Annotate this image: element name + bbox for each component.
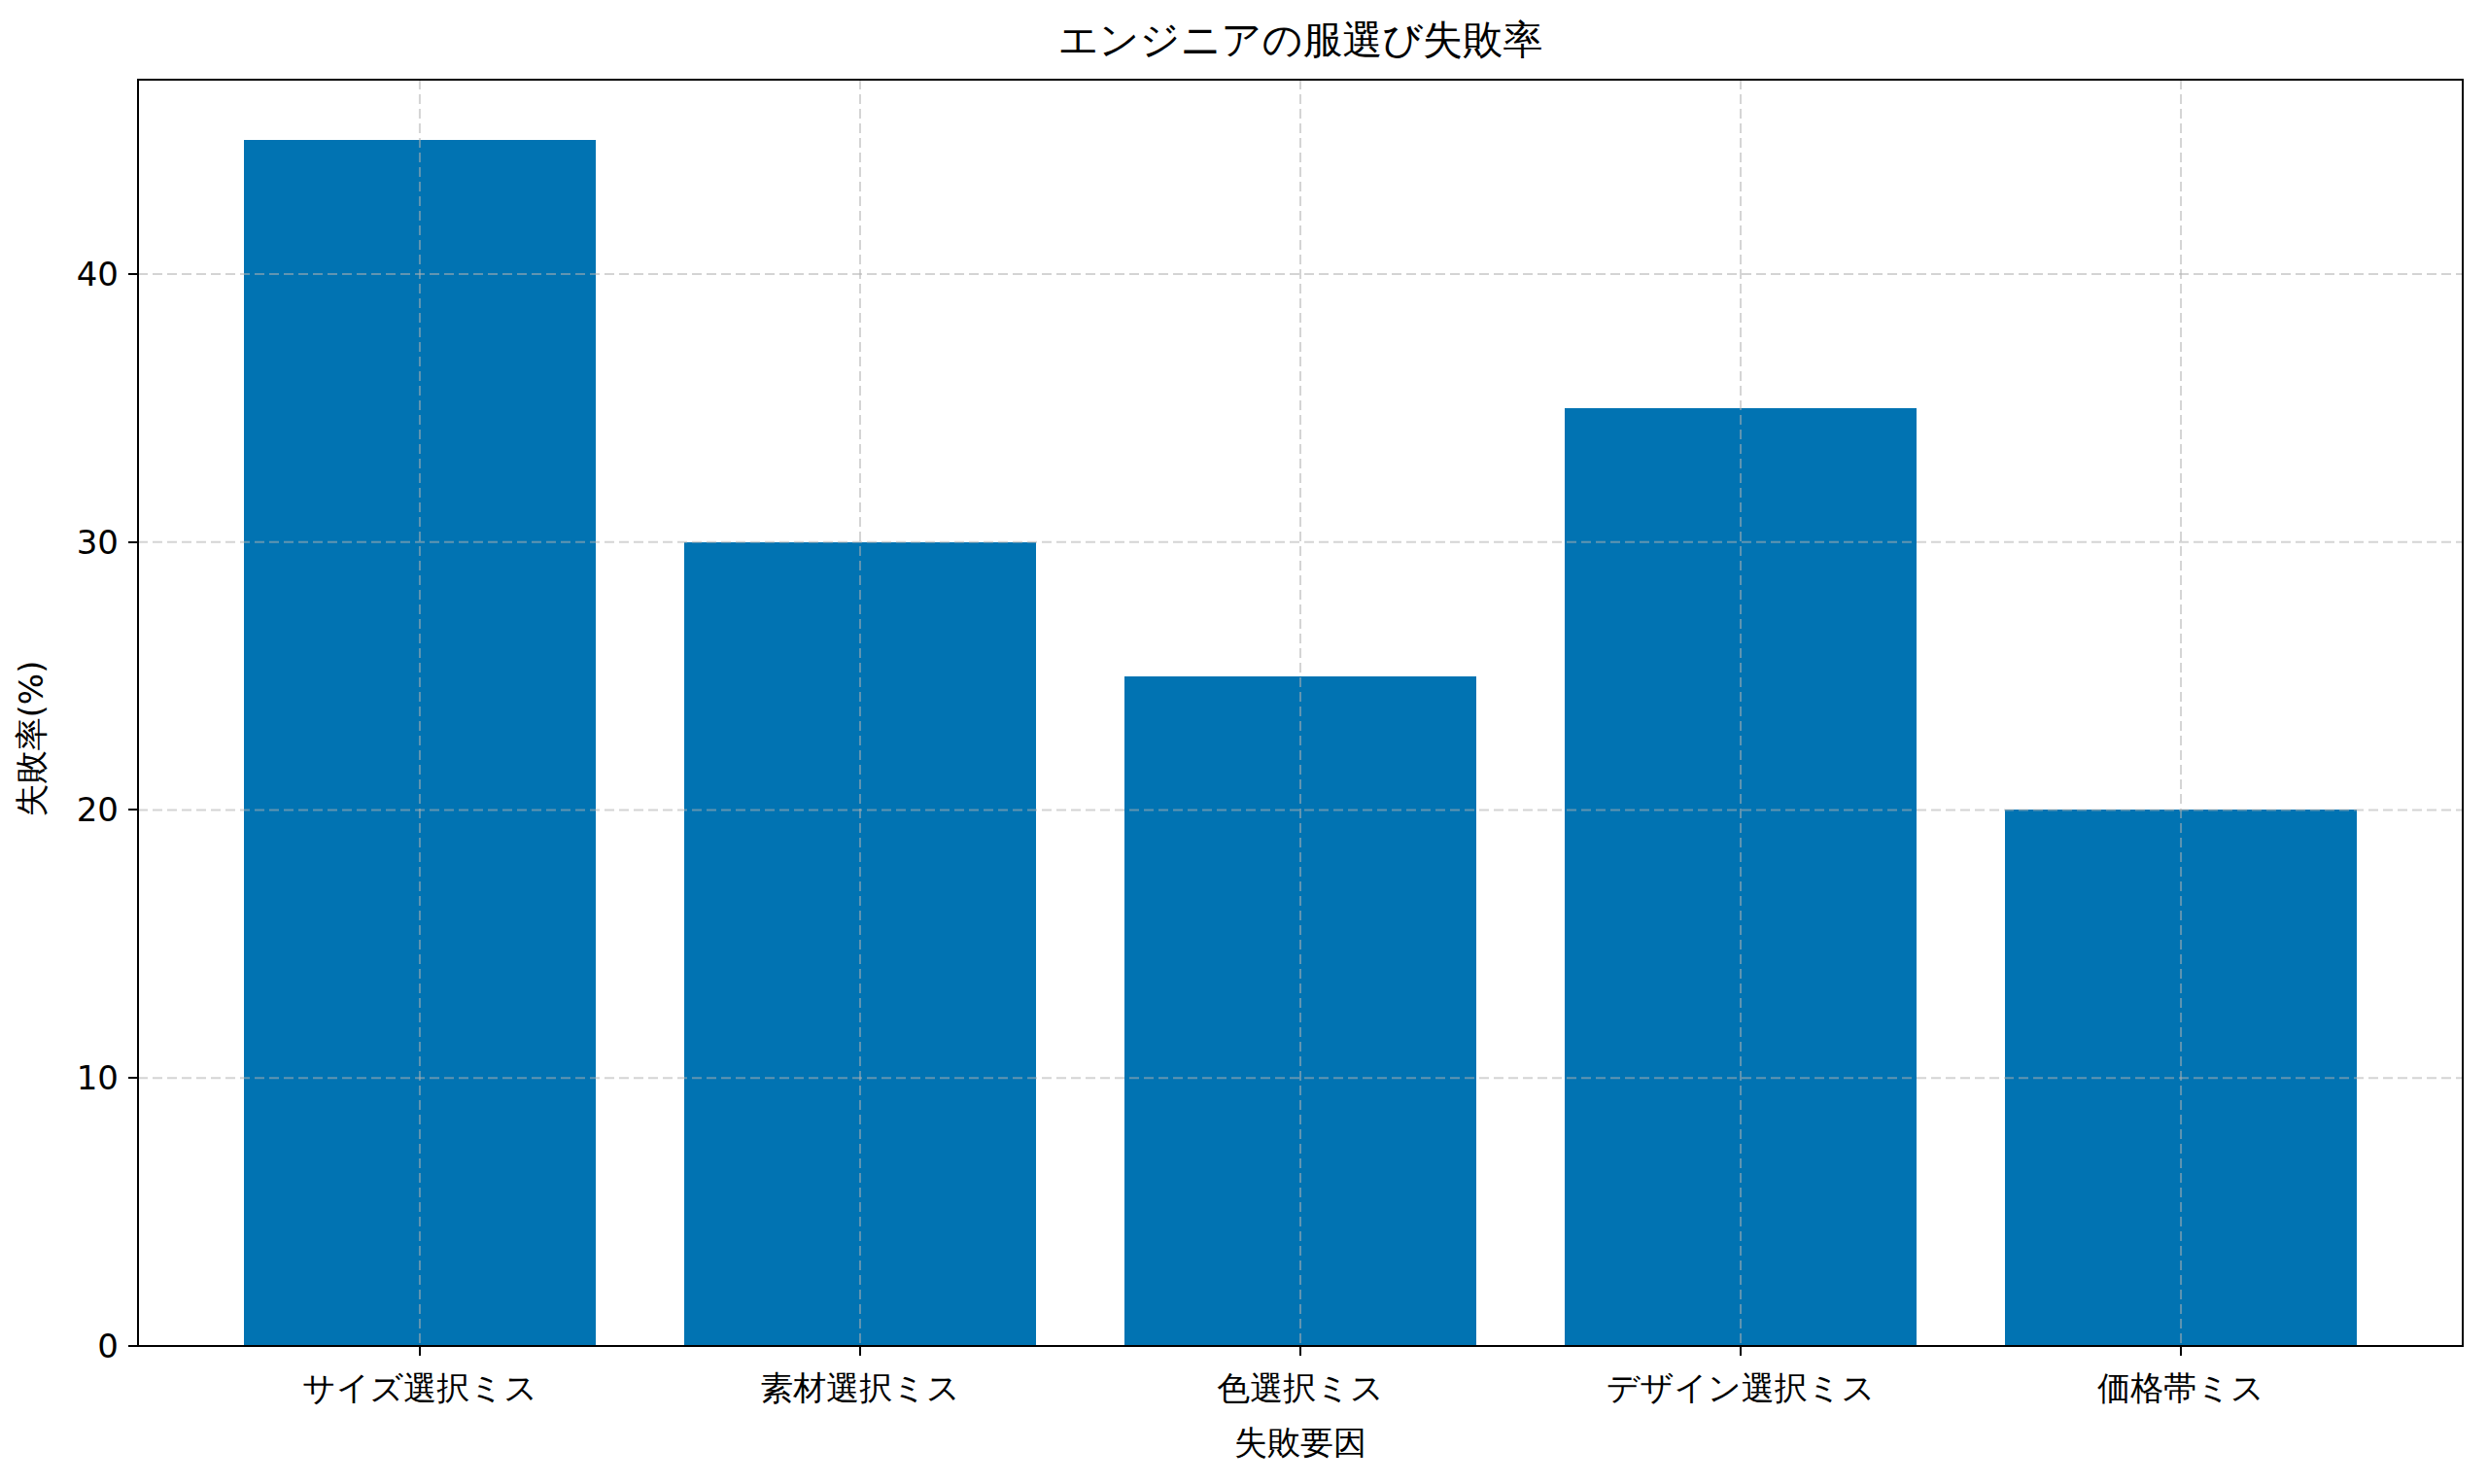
- x-tick-label: 色選択ミス: [1217, 1368, 1384, 1407]
- y-tick-label: 20: [77, 790, 119, 829]
- y-tick-label: 0: [97, 1327, 119, 1365]
- y-tick-label: 40: [77, 255, 119, 293]
- x-tick-label: デザイン選択ミス: [1607, 1368, 1876, 1407]
- y-tick-label: 10: [77, 1058, 119, 1097]
- chart-canvas: 0 10 20 30 40 サイズ選択ミス 素材選択ミス 色選択ミス デザイン選択ミス 価格帯ミス: [0, 0, 2488, 1484]
- chart-title: エンジニアの服選び失敗率: [138, 14, 2463, 67]
- bar-chart-figure: 0 10 20 30 40 サイズ選択ミス 素材選択ミス 色選択ミス デザイン選択ミス 価格帯ミス…: [0, 0, 2488, 1484]
- x-tick-label: 素材選択ミス: [760, 1368, 960, 1407]
- x-tick-label: サイズ選択ミス: [302, 1368, 537, 1407]
- y-tick-label: 30: [77, 523, 119, 562]
- x-axis-label: 失敗要因: [138, 1421, 2463, 1466]
- x-tick-label: 価格帯ミス: [2096, 1368, 2264, 1407]
- bar: [1124, 676, 1476, 1346]
- y-axis-label: 失敗率(%): [10, 661, 54, 817]
